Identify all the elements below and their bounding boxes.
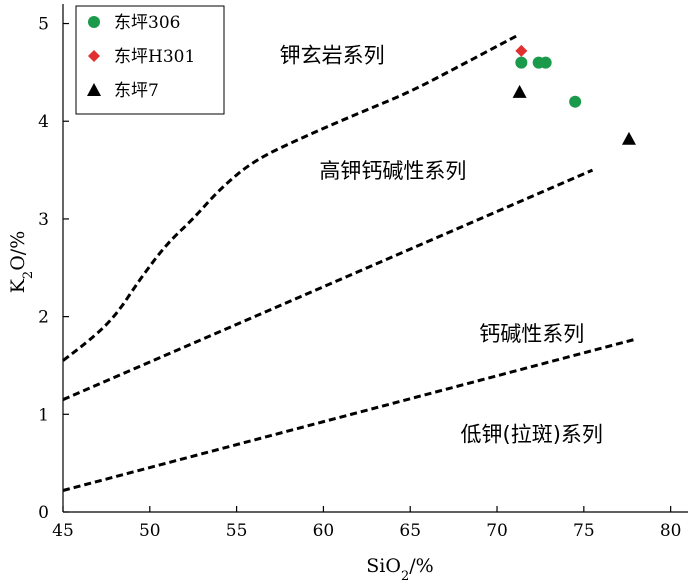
x-tick-label: 80: [660, 521, 682, 541]
data-point-circle: [539, 56, 552, 69]
data-point-triangle: [512, 84, 527, 98]
boundary-line-2: [62, 168, 594, 402]
y-axis-title: K2O/%: [7, 231, 36, 294]
legend: 东坪306 东坪H301 东坪7: [75, 5, 225, 115]
y-tick-label: 2: [38, 308, 49, 328]
data-points: [512, 44, 636, 145]
legend-box: [75, 5, 225, 115]
legend-marker-circle: [88, 16, 100, 28]
series-boundaries: [62, 33, 637, 492]
y-tick-label: 4: [38, 112, 49, 132]
region-label: 钾玄岩系列: [280, 44, 385, 68]
legend-marker-diamond: [88, 50, 100, 62]
boundary-line-1: [62, 33, 519, 362]
region-label: 低钾(拉斑)系列: [461, 423, 603, 447]
x-tick-label: 70: [486, 521, 508, 541]
x-tick-label: 65: [399, 521, 421, 541]
region-label: 钙碱性系列: [479, 322, 584, 346]
x-tick-label: 50: [139, 521, 161, 541]
region-label: 高钾钙碱性系列: [319, 159, 466, 183]
y-tick-label: 0: [38, 503, 49, 523]
legend-label: 东坪7: [114, 81, 159, 101]
legend-label: 东坪H301: [114, 47, 195, 67]
y-tick-label: 5: [38, 15, 49, 35]
legend-label: 东坪306: [114, 13, 180, 33]
data-point-circle: [515, 56, 528, 69]
y-tick-label: 3: [38, 210, 49, 230]
data-point-diamond: [515, 44, 528, 57]
y-tick-label: 1: [38, 405, 49, 425]
data-point-triangle: [621, 131, 636, 145]
x-tick-label: 60: [313, 521, 335, 541]
legend-marker-triangle: [87, 83, 101, 96]
x-axis-title: SiO2/%: [366, 555, 433, 582]
x-tick-label: 45: [52, 521, 74, 541]
data-point-circle: [569, 95, 582, 108]
x-tick-label: 55: [226, 521, 248, 541]
x-tick-label: 75: [573, 521, 595, 541]
